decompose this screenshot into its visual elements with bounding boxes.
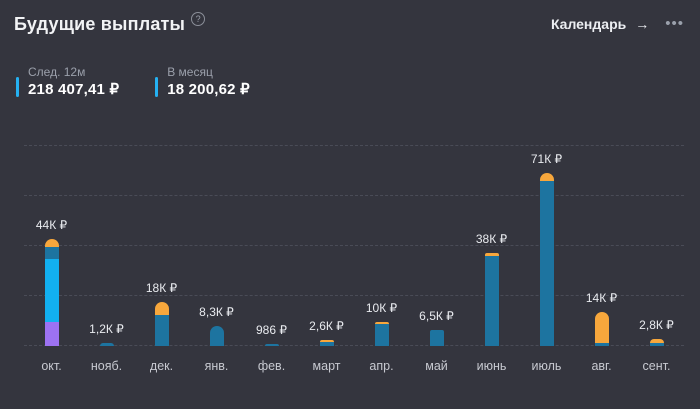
- month-label: июль: [531, 359, 562, 373]
- bar-окт[interactable]: 44К ₽ окт.: [36, 146, 67, 373]
- bar-segment-orange: [44, 238, 59, 248]
- calendar-link-label: Календарь: [550, 16, 627, 32]
- bar-value-label: 6,5К ₽: [419, 309, 454, 324]
- bar-segment-blue: [319, 341, 334, 346]
- month-label: авг.: [591, 359, 612, 373]
- month-label: март: [312, 359, 341, 373]
- gridline: [24, 195, 684, 196]
- bar-value-label: 1,2К ₽: [89, 322, 124, 337]
- bar-value-label: 8,3К ₽: [199, 304, 234, 319]
- stat-next-12m: След. 12м 218 407,41 ₽: [16, 65, 119, 98]
- bar-segment-orange: [594, 311, 609, 343]
- bar-segment-orange: [374, 321, 389, 324]
- bar-июнь[interactable]: 38К ₽ июнь: [476, 146, 507, 373]
- month-label: апр.: [369, 359, 394, 373]
- bar-segment-orange: [484, 253, 499, 256]
- stat-value: 18 200,62 ₽: [167, 81, 250, 98]
- month-label: окт.: [41, 359, 62, 373]
- bar-value-label: 986 ₽: [256, 322, 287, 337]
- bar-май[interactable]: 6,5К ₽ май: [419, 146, 454, 373]
- bar-июль[interactable]: 71К ₽ июль: [531, 146, 562, 373]
- stat-label: В месяц: [167, 65, 213, 79]
- bar-segment-blue: [649, 343, 664, 346]
- bar-segment-blue: [154, 315, 169, 346]
- title-wrap: Будущие выплаты ?: [14, 12, 206, 35]
- bar-segment-cyan: [44, 259, 59, 323]
- bar-value-label: 38К ₽: [475, 232, 508, 247]
- bar-янв[interactable]: 8,3К ₽ янв.: [199, 146, 234, 373]
- bar-value-label: 2,6К ₽: [309, 318, 344, 333]
- stat-accent-marker: [155, 77, 159, 97]
- bar-segment-blue: [539, 180, 554, 346]
- gridline: [24, 345, 684, 346]
- bar-value-label: 2,8К ₽: [639, 318, 674, 333]
- arrow-right-icon: →: [635, 16, 650, 32]
- bar-дек[interactable]: 18К ₽ дек.: [146, 146, 177, 373]
- gridline: [24, 145, 684, 146]
- stat-accent-marker: [16, 77, 19, 97]
- page-title: Будущие выплаты: [14, 14, 186, 34]
- bar-segment-orange: [649, 339, 664, 344]
- help-icon[interactable]: ?: [191, 12, 206, 26]
- stat-per-month: В месяц 18 200,62 ₽: [155, 65, 250, 98]
- month-label: дек.: [149, 359, 174, 373]
- bar-value-label: 18К ₽: [145, 281, 178, 296]
- bar-март[interactable]: 2,6К ₽ март: [309, 146, 344, 373]
- bar-сент[interactable]: 2,8К ₽ сент.: [639, 146, 674, 373]
- summary-stats: След. 12м 218 407,41 ₽ В месяц 18 200,62…: [16, 65, 684, 98]
- bar-segment-blue: [429, 330, 444, 346]
- bar-фев[interactable]: 986 ₽ фев.: [256, 146, 287, 373]
- bar-segment-orange: [319, 339, 334, 342]
- bar-segment-orange: [539, 172, 554, 181]
- bar-segment-blue: [264, 343, 279, 346]
- gridline: [24, 245, 684, 246]
- month-label: июнь: [476, 359, 507, 373]
- gridline: [24, 295, 684, 296]
- month-label: май: [425, 359, 448, 373]
- bar-value-label: 71К ₽: [530, 151, 563, 166]
- bar-segment-orange: [154, 302, 169, 316]
- stat-label: След. 12м: [28, 65, 86, 79]
- month-label: сент.: [642, 359, 671, 373]
- bar-segment-blue: [44, 247, 59, 260]
- bar-segment-blue: [374, 323, 389, 346]
- header-actions: Календарь → •••: [551, 16, 684, 32]
- month-label: фев.: [257, 359, 286, 373]
- bar-segment-blue: [594, 342, 609, 346]
- stat-text: В месяц 18 200,62 ₽: [167, 65, 250, 98]
- bar-апр[interactable]: 10К ₽ апр.: [366, 146, 397, 373]
- bar-нояб[interactable]: 1,2К ₽ нояб.: [89, 146, 124, 373]
- bars-row: 44К ₽ окт. 1,2К ₽ нояб. 18К ₽ дек. 8,3К ₽ янв. 9…: [24, 146, 684, 373]
- bar-авг[interactable]: 14К ₽ авг.: [586, 146, 617, 373]
- bar-value-label: 10К ₽: [365, 300, 398, 315]
- bar-segment-blue: [209, 325, 224, 346]
- bar-value-label: 44К ₽: [35, 217, 68, 232]
- month-label: нояб.: [90, 359, 123, 373]
- widget-header: Будущие выплаты ? Календарь → •••: [14, 12, 684, 35]
- bar-segment-blue: [99, 343, 114, 346]
- bar-value-label: 14К ₽: [585, 290, 618, 305]
- bar-segment-blue: [484, 255, 499, 346]
- calendar-link[interactable]: Календарь →: [551, 16, 649, 32]
- bar-segment-purple: [44, 322, 59, 346]
- stat-value: 218 407,41 ₽: [28, 81, 120, 98]
- ellipsis-menu-icon[interactable]: •••: [665, 15, 684, 32]
- stat-text: След. 12м 218 407,41 ₽: [28, 65, 119, 98]
- month-label: янв.: [204, 359, 229, 373]
- payments-bar-chart: 44К ₽ окт. 1,2К ₽ нояб. 18К ₽ дек. 8,3К ₽ янв. 9…: [24, 145, 684, 373]
